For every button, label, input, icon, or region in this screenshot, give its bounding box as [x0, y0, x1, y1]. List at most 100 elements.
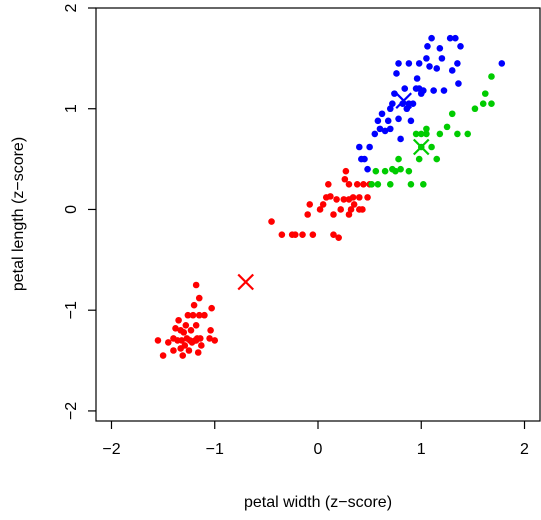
data-point [306, 201, 314, 208]
data-point [179, 352, 187, 359]
data-point [415, 85, 423, 92]
data-point [424, 42, 431, 50]
x-axis-label: petal width (z−score) [244, 494, 392, 511]
data-point [413, 75, 421, 82]
data-point [405, 60, 413, 67]
data-point [397, 165, 404, 173]
data-point [498, 60, 506, 67]
data-point [356, 143, 363, 151]
data-point [333, 196, 340, 203]
data-point [335, 234, 342, 241]
data-point [372, 167, 380, 175]
data-point [407, 117, 415, 125]
data-point [211, 337, 219, 344]
y-tick-label: −2 [63, 402, 80, 420]
data-point [376, 125, 384, 133]
data-point [195, 311, 203, 319]
data-point [366, 143, 373, 151]
data-point [184, 311, 192, 319]
data-point [428, 143, 435, 151]
y-axis-label: petal length (z−score) [10, 137, 27, 291]
data-point [423, 130, 430, 138]
data-point [345, 211, 353, 218]
data-point [381, 127, 389, 135]
data-point [415, 60, 423, 67]
data-point [426, 63, 433, 70]
data-point [192, 281, 200, 289]
centroids-layer [237, 92, 430, 291]
data-point [436, 130, 444, 138]
data-point [304, 211, 311, 218]
centroid-marker [412, 138, 430, 156]
centroid-marker [395, 92, 412, 109]
data-point [206, 335, 213, 342]
data-point [319, 201, 327, 208]
y-tick-label: 2 [63, 3, 80, 12]
centroid-marker [237, 273, 254, 291]
data-point [360, 180, 367, 188]
data-point [368, 180, 375, 188]
data-point [364, 165, 371, 173]
data-point [433, 65, 441, 72]
data-point [309, 231, 317, 238]
data-point [488, 100, 495, 107]
data-point [347, 206, 355, 213]
data-point [337, 206, 345, 213]
data-point [403, 105, 411, 113]
data-point [415, 155, 423, 163]
data-point [194, 349, 202, 356]
data-point [175, 316, 182, 324]
data-point [299, 231, 306, 238]
data-point [374, 117, 382, 125]
data-point [172, 325, 179, 332]
x-tick-label: −2 [102, 441, 120, 458]
data-point [268, 218, 275, 225]
data-point [330, 231, 337, 238]
data-point [182, 322, 190, 329]
data-point [454, 60, 461, 67]
x-tick-label: 0 [314, 441, 323, 458]
data-point [327, 193, 334, 200]
y-tick-label: 1 [63, 104, 80, 113]
data-point [316, 206, 324, 213]
x-tick-label: 2 [520, 441, 529, 458]
data-point [178, 337, 186, 344]
data-point [433, 155, 441, 163]
data-point [386, 125, 394, 133]
data-point [446, 34, 454, 42]
data-point [371, 130, 379, 138]
data-point [154, 337, 162, 344]
data-point [457, 42, 464, 50]
data-point [164, 339, 172, 346]
data-point [361, 155, 368, 163]
data-point [407, 180, 415, 188]
data-point [395, 60, 402, 67]
data-point [198, 342, 205, 349]
data-point [381, 167, 389, 175]
data-point [190, 301, 198, 309]
data-point [440, 87, 448, 94]
data-point [159, 352, 167, 359]
data-point [423, 55, 430, 62]
data-point [189, 311, 197, 319]
data-point [291, 231, 299, 238]
x-tick-label: 1 [417, 441, 426, 458]
data-point [405, 167, 413, 175]
data-point [395, 115, 402, 123]
data-point [201, 311, 208, 319]
data-point [401, 85, 409, 92]
data-point [180, 329, 188, 336]
data-point [170, 347, 177, 354]
data-point [325, 180, 332, 188]
data-point [438, 55, 446, 62]
data-point [192, 322, 200, 329]
data-point [278, 231, 286, 238]
data-point [386, 180, 394, 188]
data-point [378, 110, 386, 118]
data-point [374, 180, 382, 188]
data-point [452, 34, 459, 42]
data-point [349, 194, 357, 201]
data-point [430, 87, 437, 94]
data-point [389, 100, 396, 107]
